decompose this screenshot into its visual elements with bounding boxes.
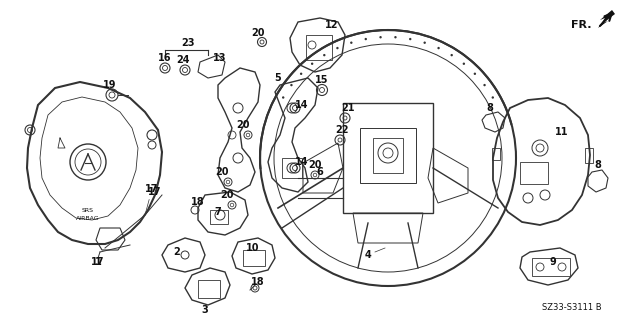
Circle shape	[492, 96, 494, 99]
Bar	[198, 280, 220, 298]
Circle shape	[437, 47, 440, 49]
Circle shape	[451, 54, 453, 56]
Bar	[243, 250, 265, 266]
Text: 18: 18	[191, 197, 205, 207]
Circle shape	[394, 36, 397, 38]
Bar	[282, 158, 302, 178]
Text: 2: 2	[173, 247, 180, 257]
Circle shape	[282, 96, 284, 99]
Circle shape	[350, 42, 353, 44]
Text: 20: 20	[252, 28, 265, 38]
Circle shape	[323, 54, 326, 56]
Text: 8: 8	[486, 103, 493, 113]
Text: 17: 17	[148, 187, 162, 197]
Circle shape	[483, 84, 486, 86]
Bar	[210, 210, 228, 224]
Text: 11: 11	[556, 127, 569, 137]
Text: 7: 7	[214, 207, 221, 217]
Text: 20: 20	[308, 160, 322, 170]
Text: SRS: SRS	[82, 207, 94, 212]
Text: 17: 17	[92, 257, 105, 267]
Text: 14: 14	[295, 100, 308, 110]
Circle shape	[424, 42, 426, 44]
Text: AIRBAG: AIRBAG	[76, 215, 100, 220]
Bar	[343, 103, 433, 213]
Text: 3: 3	[202, 305, 209, 315]
Text: FR.: FR.	[572, 20, 592, 30]
Circle shape	[474, 73, 476, 75]
Bar	[360, 128, 416, 183]
Text: 22: 22	[335, 125, 349, 135]
Bar	[373, 138, 403, 173]
Circle shape	[463, 62, 465, 65]
Text: 19: 19	[103, 80, 116, 90]
Text: 14: 14	[295, 157, 308, 167]
Text: 18: 18	[251, 277, 265, 287]
Text: 6: 6	[317, 167, 323, 177]
Circle shape	[336, 47, 339, 49]
Text: 12: 12	[325, 20, 339, 30]
Circle shape	[290, 84, 292, 86]
Circle shape	[300, 73, 302, 75]
Text: 24: 24	[176, 55, 189, 65]
Text: 20: 20	[236, 120, 250, 130]
Text: 9: 9	[550, 257, 556, 267]
Circle shape	[311, 62, 314, 65]
Text: 5: 5	[275, 73, 282, 83]
Text: 15: 15	[316, 75, 329, 85]
Text: 20: 20	[215, 167, 228, 177]
Text: SZ33-S3111 B: SZ33-S3111 B	[542, 303, 602, 313]
Text: 13: 13	[213, 53, 227, 63]
Circle shape	[365, 38, 367, 40]
Polygon shape	[598, 10, 615, 28]
Bar	[520, 162, 548, 184]
Text: 10: 10	[246, 243, 260, 253]
Text: 1: 1	[95, 257, 101, 267]
Text: 4: 4	[365, 250, 371, 260]
Circle shape	[409, 38, 412, 40]
Text: 23: 23	[181, 38, 195, 48]
Bar	[306, 35, 332, 60]
Text: 8: 8	[595, 160, 602, 170]
Bar	[585, 148, 593, 163]
Bar	[492, 148, 500, 160]
Text: 16: 16	[158, 53, 172, 63]
Bar	[532, 258, 570, 276]
Text: 21: 21	[341, 103, 355, 113]
Text: 17: 17	[145, 184, 159, 212]
Text: 20: 20	[220, 190, 234, 200]
Circle shape	[380, 36, 381, 38]
